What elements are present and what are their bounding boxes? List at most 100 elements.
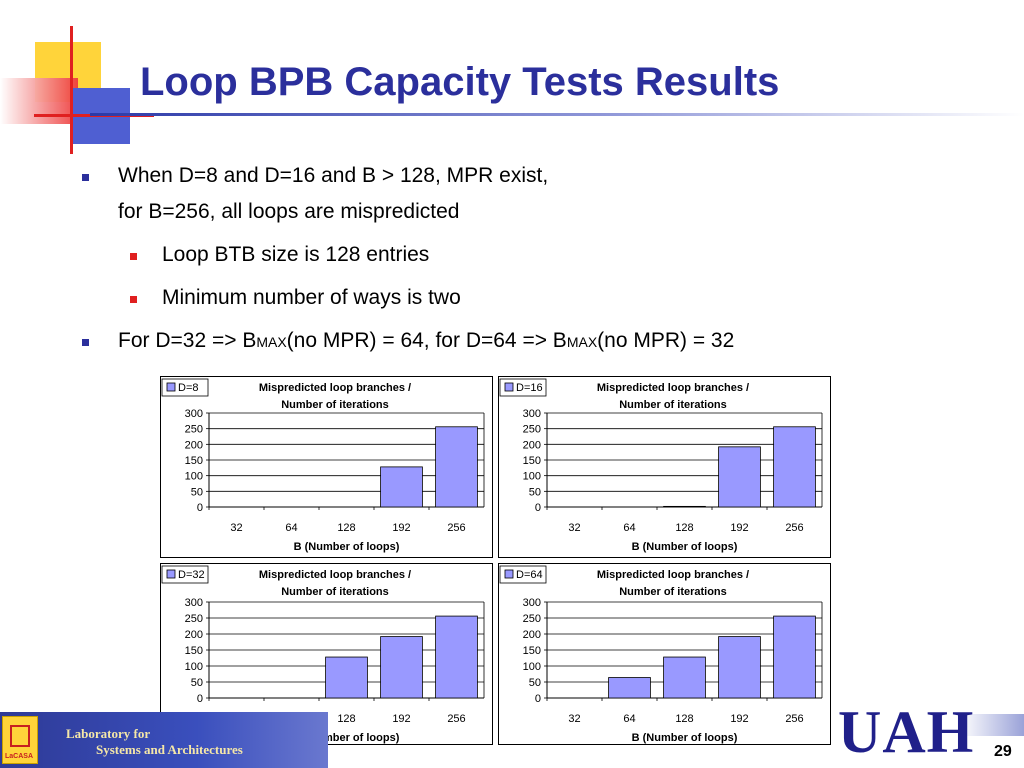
bullet-2-part-2: (no MPR) = 64, for D=64 => B [286, 329, 567, 352]
house-icon [10, 725, 30, 747]
y-tick-label: 250 [185, 613, 203, 625]
x-tick-label: 192 [730, 522, 748, 534]
bullet-marker [82, 339, 89, 346]
sub-bullet-marker [130, 253, 137, 260]
legend: D=64 [499, 565, 547, 584]
x-axis-label: B (Number of loops) [294, 541, 400, 553]
bar [380, 466, 423, 508]
chart-title-line-1: Mispredicted loop branches / [259, 382, 411, 394]
x-tick-label: 32 [230, 522, 242, 534]
x-tick-label: 192 [392, 522, 410, 534]
chart-title-line-1: Mispredicted loop branches / [259, 569, 411, 581]
slide-title: Loop BPB Capacity Tests Results [140, 60, 780, 104]
y-tick-label: 100 [523, 471, 541, 483]
y-tick-label: 300 [185, 408, 203, 420]
bar [773, 615, 816, 699]
bullet-2-part-1: For D=32 => B [118, 329, 257, 352]
title-underline [90, 113, 1024, 116]
lab-name-line-1: Laboratory for [66, 726, 151, 741]
legend-swatch [166, 569, 176, 579]
y-tick-label: 100 [523, 661, 541, 673]
chart-title-line-1: Mispredicted loop branches / [597, 382, 749, 394]
x-tick-label: 128 [337, 522, 355, 534]
y-tick-label: 150 [523, 645, 541, 657]
legend-label: D=8 [178, 382, 199, 394]
bar [663, 505, 706, 508]
bar [663, 656, 706, 699]
legend: D=16 [499, 378, 547, 397]
y-tick-label: 0 [535, 502, 541, 514]
legend-label: D=64 [516, 569, 543, 581]
y-tick-label: 300 [523, 597, 541, 609]
y-tick-label: 250 [185, 424, 203, 436]
bullet-2-subscript-1: MAX [256, 334, 287, 350]
x-tick-label: 128 [675, 522, 693, 534]
y-tick-label: 100 [185, 471, 203, 483]
y-tick-label: 200 [523, 439, 541, 451]
x-tick-label: 128 [337, 713, 355, 725]
x-tick-label: 128 [675, 713, 693, 725]
legend-label: D=32 [178, 569, 205, 581]
y-tick-label: 50 [529, 677, 541, 689]
y-tick-label: 250 [523, 613, 541, 625]
bar [773, 426, 816, 508]
sub-bullet-marker [130, 296, 137, 303]
lab-logo-tag: LaCASA [5, 753, 34, 760]
x-tick-label: 64 [623, 713, 635, 725]
chart-title-line-1: Mispredicted loop branches / [597, 569, 749, 581]
y-tick-label: 100 [185, 661, 203, 673]
y-tick-label: 200 [185, 629, 203, 641]
bar [435, 426, 478, 508]
page-number: 29 [994, 743, 1012, 760]
decor-red-vertical-line [70, 26, 73, 154]
chart-title-line-2: Number of iterations [619, 399, 727, 411]
y-tick-label: 250 [523, 424, 541, 436]
y-tick-label: 200 [523, 629, 541, 641]
lab-name-line-2: Systems and Architectures [96, 742, 243, 757]
bar [718, 446, 761, 508]
bullet-1-line-2: for B=256, all loops are mispredicted [118, 200, 460, 223]
chart-d16: D=16 Mispredicted loop branches / Number o… [499, 378, 823, 553]
uah-logo: UAH [838, 699, 975, 765]
legend-swatch [504, 382, 514, 392]
x-tick-label: 32 [568, 522, 580, 534]
bar [325, 656, 368, 699]
x-tick-label: 64 [285, 522, 297, 534]
x-tick-label: 32 [568, 713, 580, 725]
lab-logo: LaCASA [2, 716, 38, 764]
x-tick-label: 64 [623, 522, 635, 534]
x-tick-label: 256 [785, 713, 803, 725]
chart-title-line-2: Number of iterations [281, 586, 389, 598]
chart-title-line-2: Number of iterations [619, 586, 727, 598]
legend-swatch [166, 382, 176, 392]
y-tick-label: 0 [197, 693, 203, 705]
x-tick-label: 192 [392, 713, 410, 725]
sub-bullet-2: Minimum number of ways is two [162, 286, 461, 309]
y-tick-label: 300 [185, 597, 203, 609]
bullet-2: For D=32 => BMAX(no MPR) = 64, for D=64 … [118, 329, 734, 353]
y-tick-label: 200 [185, 439, 203, 451]
chart-d8: D=8 Mispredicted loop branches / Number of… [161, 378, 485, 553]
bullet-2-part-3: (no MPR) = 32 [597, 329, 735, 352]
chart-panel-d8: D=8 Mispredicted loop branches / Number of… [160, 376, 493, 558]
y-tick-label: 50 [529, 486, 541, 498]
legend: D=8 [161, 378, 209, 397]
bar [608, 677, 651, 699]
y-tick-label: 50 [191, 677, 203, 689]
bar [380, 636, 423, 699]
y-tick-label: 300 [523, 408, 541, 420]
bullet-marker [82, 174, 89, 181]
bar [718, 636, 761, 699]
x-tick-label: 256 [447, 713, 465, 725]
x-tick-label: 256 [785, 522, 803, 534]
y-tick-label: 150 [523, 455, 541, 467]
chart-panel-d16: D=16 Mispredicted loop branches / Number o… [498, 376, 831, 558]
chart-title-line-2: Number of iterations [281, 399, 389, 411]
y-tick-label: 0 [535, 693, 541, 705]
y-tick-label: 150 [185, 645, 203, 657]
uah-stripe [960, 714, 1024, 736]
x-axis-label: B (Number of loops) [632, 732, 738, 744]
y-tick-label: 0 [197, 502, 203, 514]
x-tick-label: 256 [447, 522, 465, 534]
y-tick-label: 150 [185, 455, 203, 467]
